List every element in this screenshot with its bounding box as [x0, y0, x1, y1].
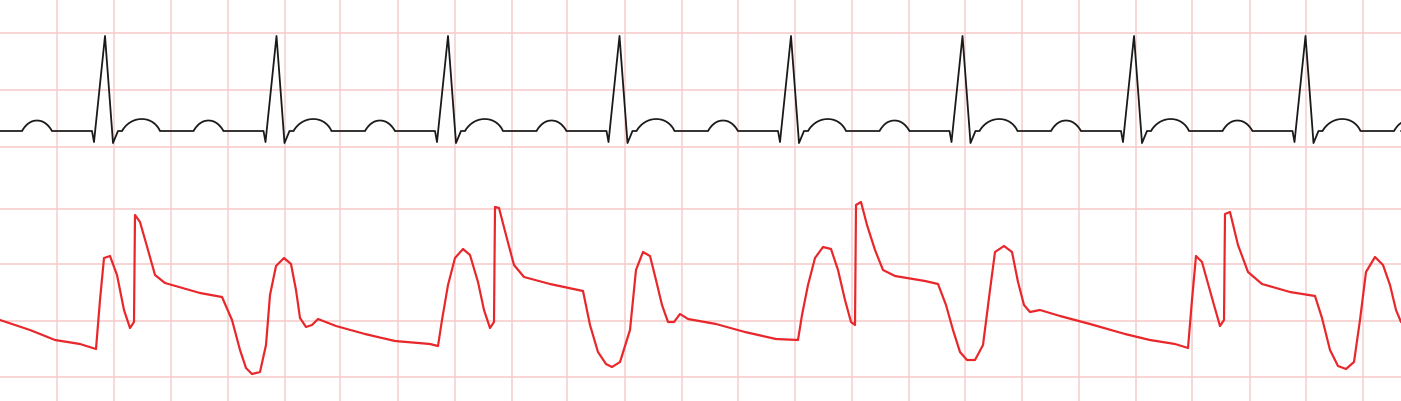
abnormal-ecg-trace: [0, 200, 1401, 376]
reference-ecg-trace: [0, 35, 1401, 144]
